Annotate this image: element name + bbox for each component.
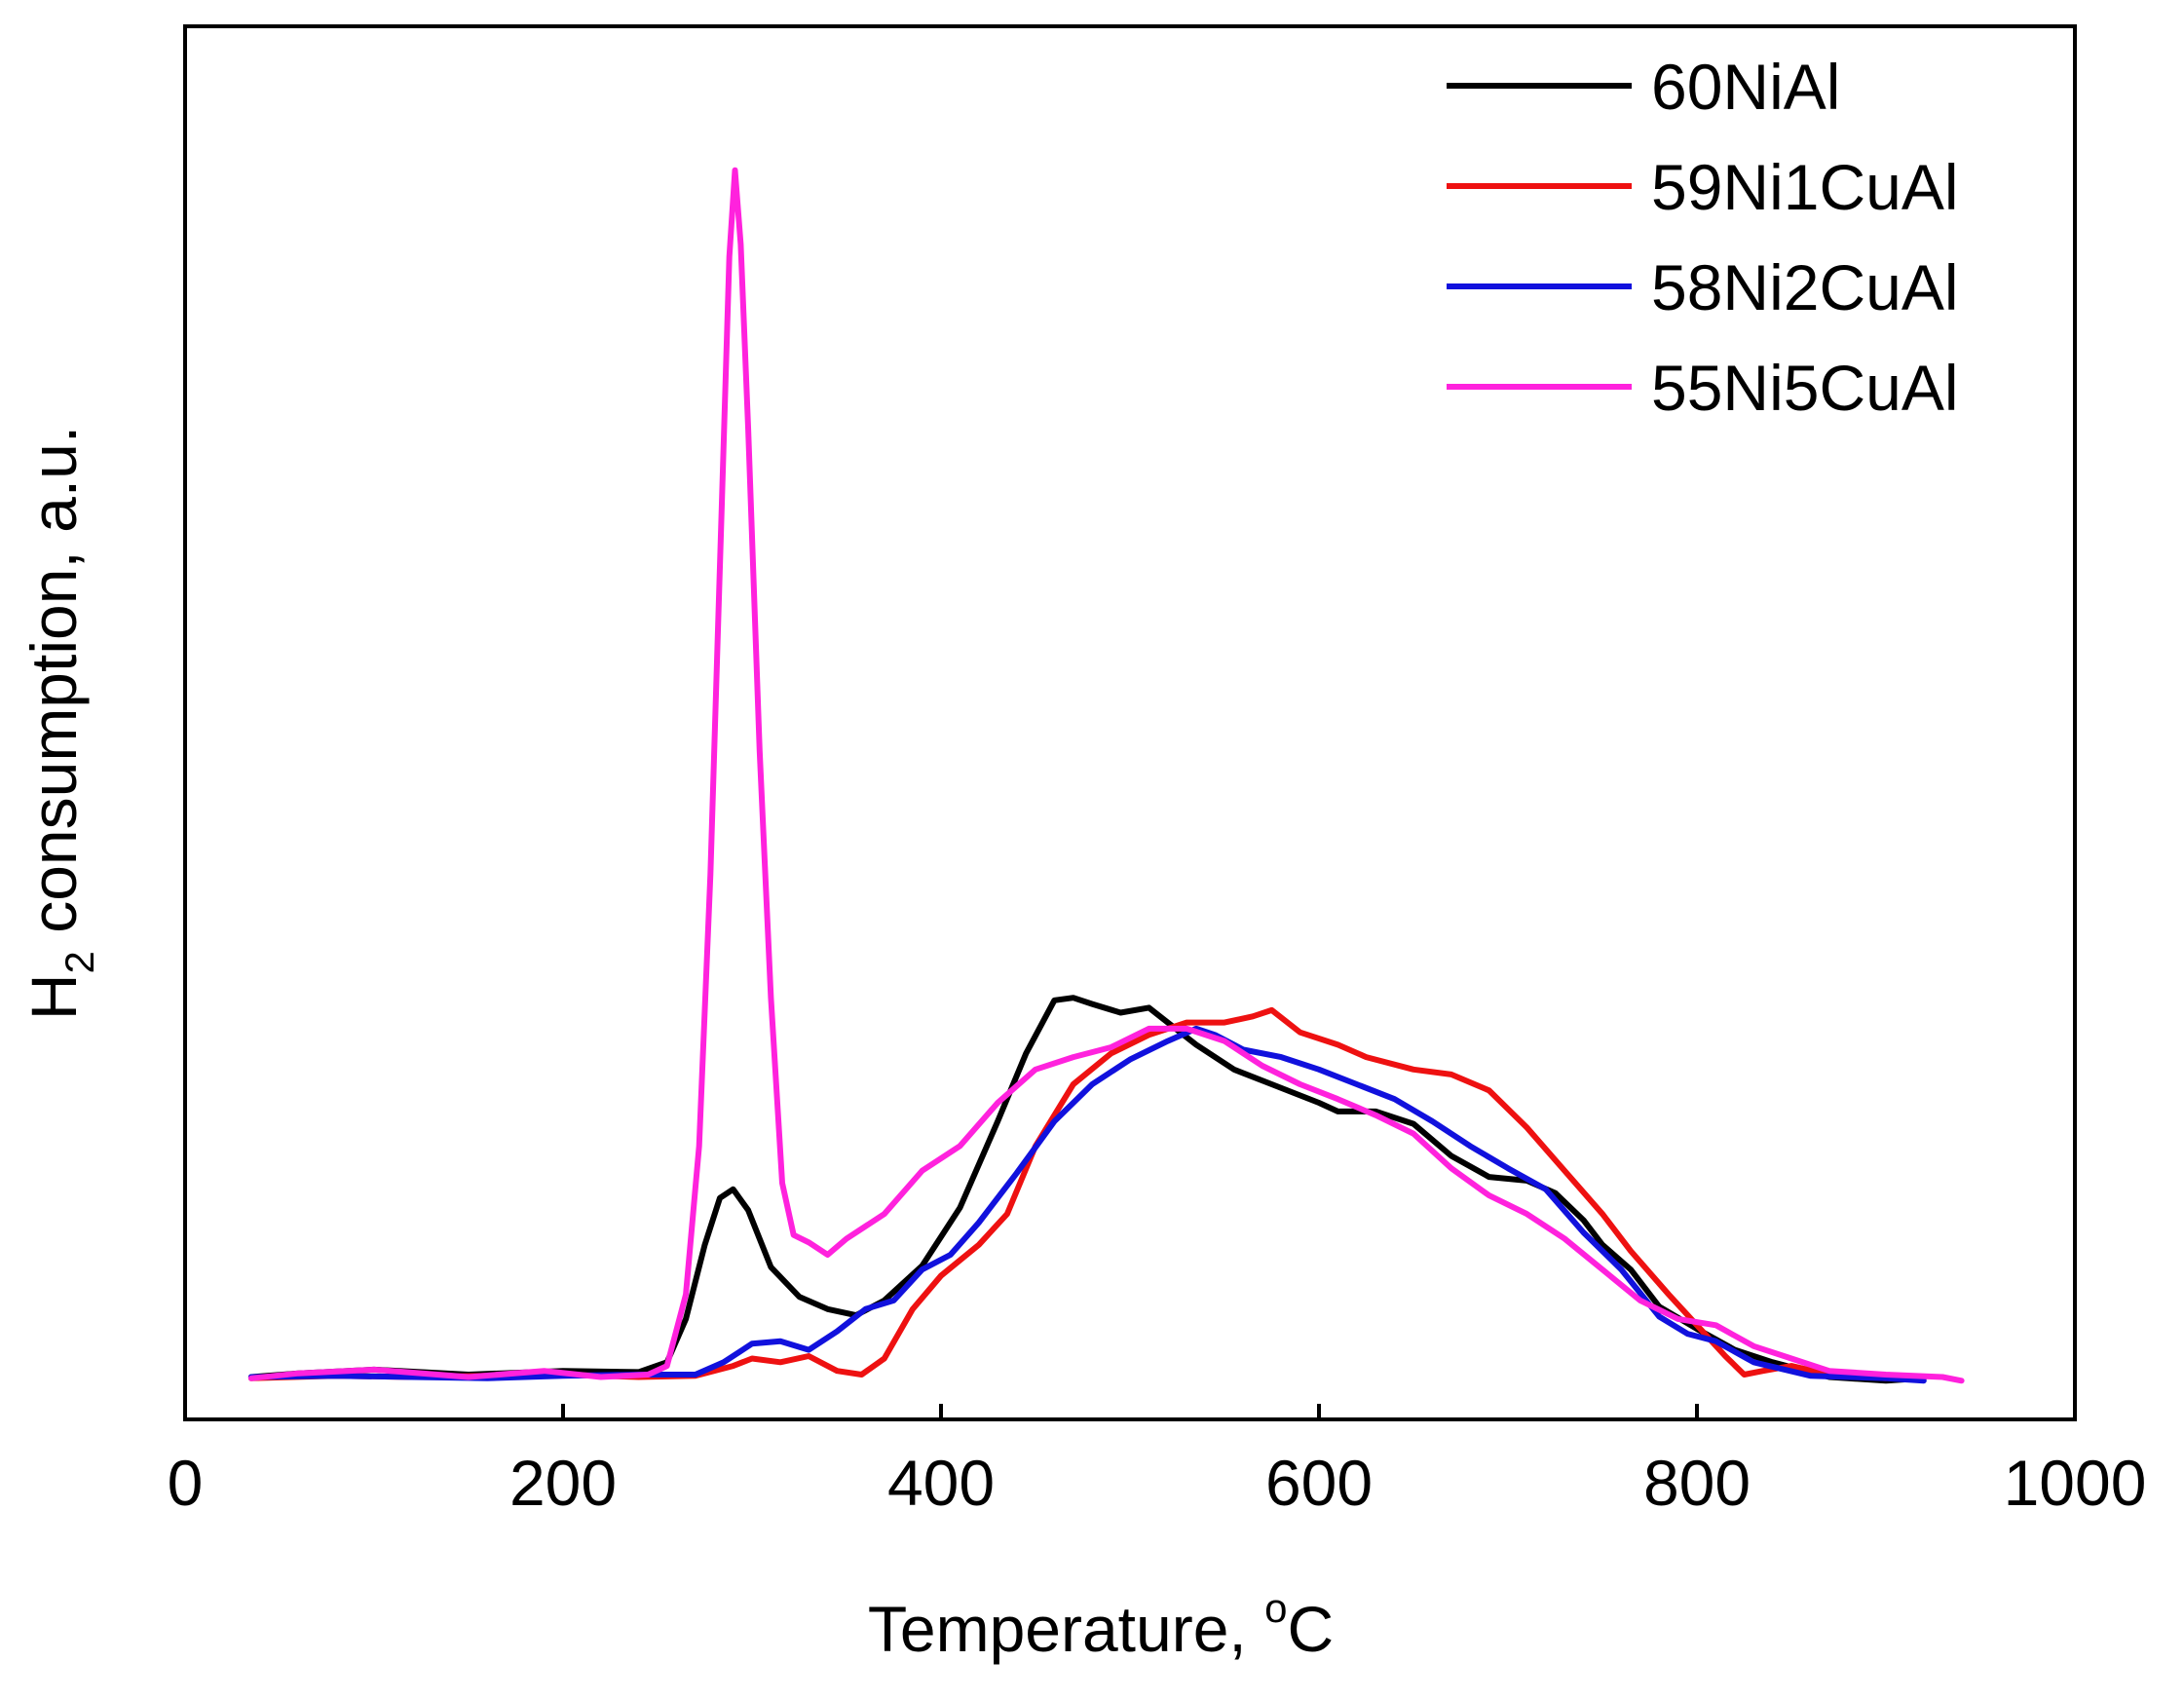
series-layer <box>247 167 1965 1384</box>
x-tick-label-600: 600 <box>1265 1447 1373 1519</box>
x-axis-label-text: Temperature, <box>868 1593 1264 1665</box>
legend-label-58Ni2CuAl: 58Ni2CuAl <box>1651 251 1959 323</box>
series-line-58Ni2CuAl <box>247 1025 1927 1384</box>
y-axis-label: H2 consumption, a.u. <box>18 426 102 1020</box>
series-line-59Ni1CuAl <box>247 1006 1889 1381</box>
series-line-60NiAl <box>247 995 1927 1384</box>
legend-label-59Ni1CuAl: 59Ni1CuAl <box>1651 151 1959 223</box>
x-tick-label-200: 200 <box>509 1447 617 1519</box>
x-tick-label-1000: 1000 <box>2004 1447 2147 1519</box>
legend: 60NiAl 59Ni1CuAl 58Ni2CuAl 55Ni5CuAl <box>1447 51 1959 424</box>
legend-label-55Ni5CuAl: 55Ni5CuAl <box>1651 352 1959 424</box>
x-tick-label-800: 800 <box>1643 1447 1751 1519</box>
y-axis-label-subscript: 2 <box>56 951 102 973</box>
x-axis-label-unit: C <box>1287 1593 1334 1665</box>
x-axis-ticks: 0 200 400 600 800 1000 <box>168 1404 2147 1519</box>
x-tick-label-0: 0 <box>168 1447 204 1519</box>
legend-label-60NiAl: 60NiAl <box>1651 51 1840 123</box>
x-axis-label: Temperature, oC <box>868 1585 1334 1665</box>
series-line-55Ni5CuAl <box>247 167 1965 1384</box>
x-tick-label-400: 400 <box>887 1447 995 1519</box>
plot-frame <box>183 24 2077 1421</box>
x-axis-label-degree: o <box>1264 1585 1287 1631</box>
y-axis-label-prefix: H <box>18 974 90 1021</box>
y-axis-label-suffix: consumption, a.u. <box>18 426 90 951</box>
